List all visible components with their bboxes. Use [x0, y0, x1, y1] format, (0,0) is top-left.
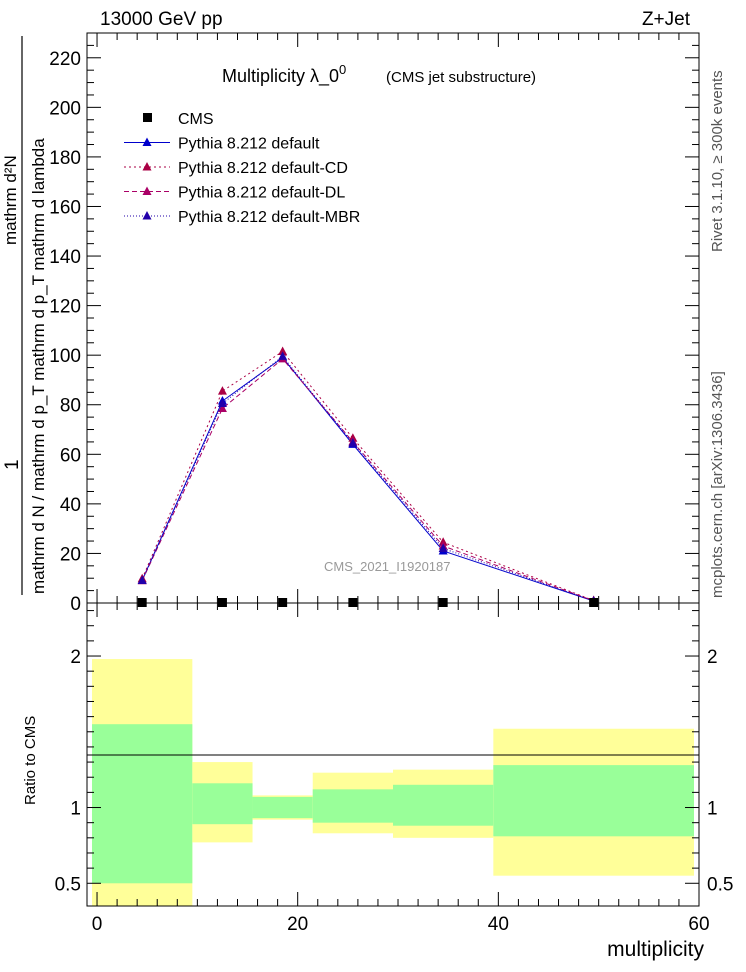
cms-data-marker — [589, 598, 599, 607]
y-tick-label: 180 — [49, 148, 81, 169]
watermark: CMS_2021_I1920187 — [324, 559, 451, 574]
ratio-y-tick-label: 1 — [70, 799, 81, 820]
series-marker-3 — [137, 575, 147, 584]
legend-marker-1 — [142, 162, 152, 171]
header-left: 13000 GeV pp — [100, 9, 223, 30]
legend-label-2: Pythia 8.212 default-DL — [178, 185, 345, 202]
y-tick-label: 40 — [60, 495, 81, 516]
data-markers — [137, 598, 599, 607]
series-marker-3 — [278, 351, 288, 360]
y-tick-label: 60 — [60, 445, 81, 466]
y-tick-label: 120 — [49, 297, 81, 318]
series-marker-3 — [438, 543, 448, 552]
ratio-y-tick-label: 0.5 — [55, 874, 81, 895]
cms-data-marker — [348, 598, 358, 607]
cms-data-marker — [438, 598, 448, 607]
series-marker-3 — [348, 438, 358, 447]
y-label-numerator-2: mathrm d²N — [1, 155, 20, 245]
ratio-y-label: Ratio to CMS — [22, 716, 39, 805]
y-axis-label: 1 mathrm d N / mathrm d p_T mathrm d p_T… — [1, 36, 48, 595]
x-tick-label: 20 — [287, 914, 308, 935]
chart-title-superscript: 0 — [339, 62, 346, 77]
legend-marker-3 — [142, 211, 152, 220]
y-tick-label: 80 — [60, 396, 81, 417]
ratio-inner-band — [493, 765, 694, 837]
ratio-inner-band — [393, 784, 494, 826]
main-y-ticks: 0 20 40 60 80 100 120 140 160 180 200 220 — [49, 44, 699, 615]
legend-marker-cms — [143, 113, 152, 122]
series-marker-1 — [217, 386, 227, 395]
y-tick-label: 0 — [70, 594, 81, 615]
series-group — [137, 346, 599, 605]
x-tick-label: 60 — [688, 914, 709, 935]
legend-label-1: Pythia 8.212 default-CD — [178, 160, 348, 177]
chart-title: Multiplicity λ_00 — [222, 62, 346, 87]
y-label-numerator: 1 — [2, 459, 23, 470]
series-marker-3 — [217, 398, 227, 407]
series-marker-2 — [217, 403, 227, 412]
legend-label-cms: CMS — [178, 111, 214, 128]
y-label-denominator: mathrm d N / mathrm d p_T mathrm d p_T m… — [29, 138, 48, 594]
ratio-inner-band — [192, 783, 253, 825]
ratio-inner-band — [252, 796, 313, 819]
legend: CMS Pythia 8.212 default Pythia 8.212 defa… — [124, 111, 360, 226]
y-tick-label: 100 — [49, 346, 81, 367]
y-tick-label: 220 — [49, 49, 81, 70]
series-line-1 — [141, 350, 594, 601]
x-tick-label: 0 — [92, 914, 103, 935]
ratio-y-tick-label-right: 0.5 — [707, 874, 733, 895]
ratio-y-ticks: 0.5 0.5 1 1 2 2 — [55, 610, 733, 895]
legend-marker-2 — [142, 186, 152, 195]
x-axis-label: multiplicity — [607, 938, 704, 961]
y-tick-label: 20 — [60, 544, 81, 565]
ratio-inner-band — [312, 789, 393, 823]
ratio-y-tick-label-right: 2 — [707, 647, 718, 668]
ratio-bands — [92, 659, 694, 906]
ratio-y-tick-label-right: 1 — [707, 799, 718, 820]
legend-marker-0 — [142, 137, 152, 146]
chart-title-group: Multiplicity λ_00 (CMS jet substructure) — [222, 62, 536, 87]
main-x-ticks — [96, 33, 700, 603]
cms-data-marker — [278, 598, 288, 607]
x-tick-label: 40 — [488, 914, 509, 935]
header-right: Z+Jet — [642, 9, 691, 30]
legend-label-0: Pythia 8.212 default — [178, 136, 320, 153]
ratio-x-ticks: 0 20 40 60 — [92, 603, 710, 935]
mcplots-label: mcplots.cern.ch [arXiv:1306.3436] — [709, 371, 726, 598]
legend-label-3: Pythia 8.212 default-MBR — [178, 209, 360, 226]
chart-subtitle: (CMS jet substructure) — [386, 69, 536, 86]
y-tick-label: 140 — [49, 247, 81, 268]
series-marker-1 — [278, 346, 288, 355]
ratio-inner-band — [92, 724, 193, 884]
y-tick-label: 160 — [49, 197, 81, 218]
rivet-label: Rivet 3.1.10, ≥ 300k events — [709, 70, 726, 252]
y-tick-label: 200 — [49, 98, 81, 119]
cms-data-marker — [217, 598, 227, 607]
cms-data-marker — [137, 598, 147, 607]
ratio-y-tick-label: 2 — [70, 647, 81, 668]
